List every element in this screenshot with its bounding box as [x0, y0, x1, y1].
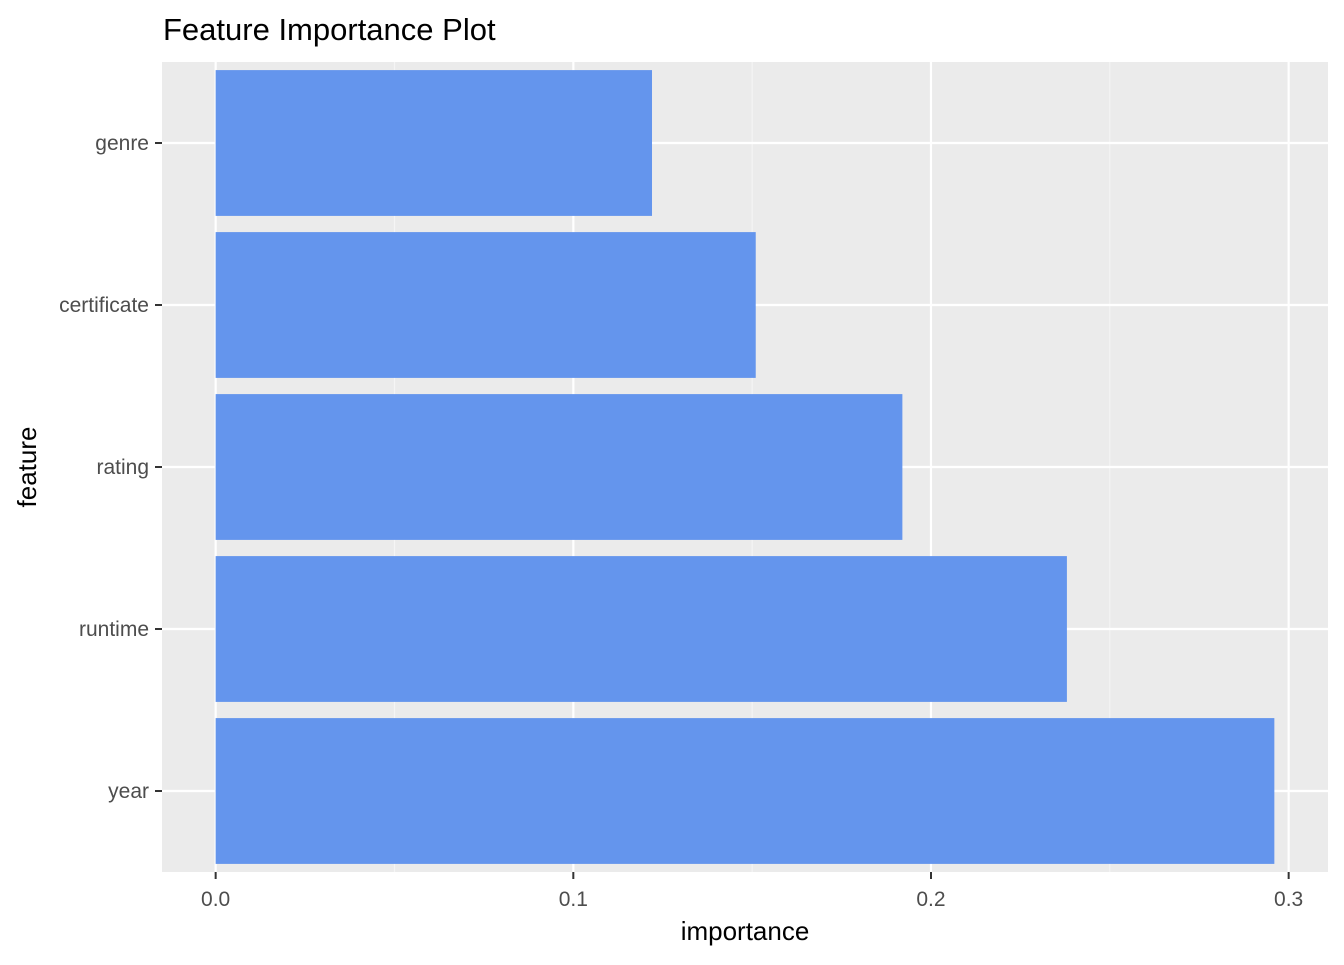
chart-title: Feature Importance Plot	[163, 12, 496, 47]
y-tick-label-genre: genre	[95, 132, 149, 155]
x-axis: 0.0 0.1 0.2 0.3	[201, 872, 1303, 911]
x-tick-label: 0.3	[1274, 888, 1303, 911]
y-tick-label-certificate: certificate	[59, 294, 149, 317]
x-tick-label: 0.0	[201, 888, 230, 911]
bar-year	[215, 718, 1275, 864]
x-tick-label: 0.2	[916, 888, 945, 911]
x-axis-title: importance	[681, 916, 810, 946]
y-axis-title: feature	[12, 427, 42, 508]
bar-certificate	[215, 232, 756, 378]
bar-genre	[215, 70, 653, 216]
x-tick-label: 0.1	[559, 888, 588, 911]
y-tick-label-runtime: runtime	[79, 618, 149, 641]
y-tick-label-rating: rating	[96, 456, 149, 479]
bar-runtime	[215, 556, 1067, 702]
bars	[215, 70, 1275, 864]
y-tick-label-year: year	[108, 780, 149, 803]
y-axis: genre certificate rating runtime year	[59, 132, 162, 803]
bar-rating	[215, 394, 903, 540]
